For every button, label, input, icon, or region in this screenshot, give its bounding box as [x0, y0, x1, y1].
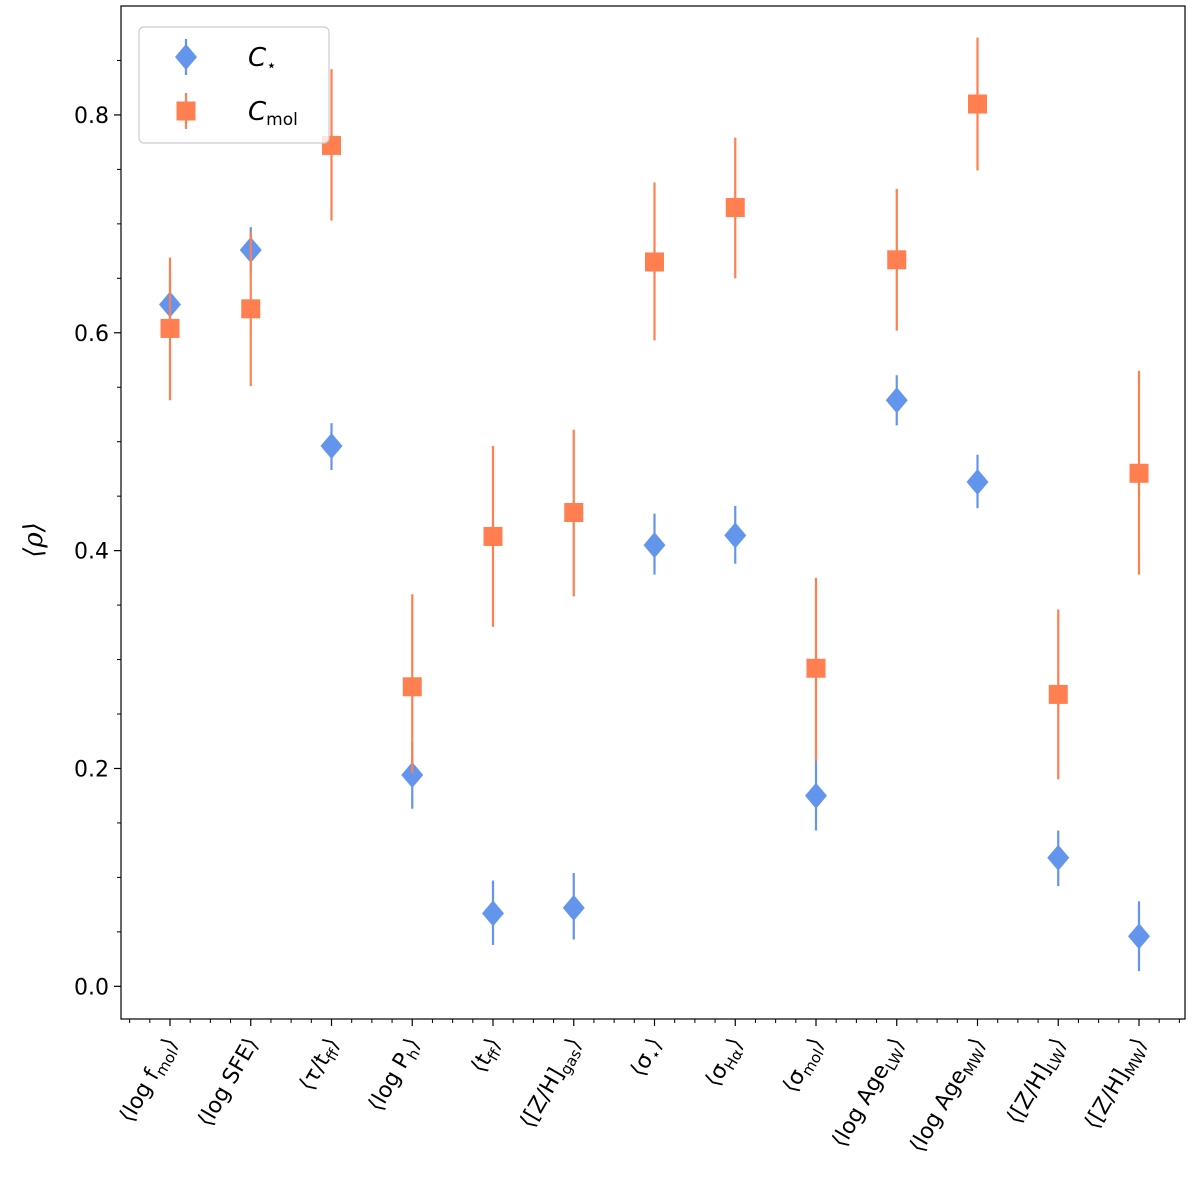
data-point-diamond [966, 469, 989, 496]
data-point-diamond [805, 782, 827, 809]
legend-label-base: C [248, 97, 267, 127]
series-layer [159, 37, 1150, 972]
data-point-square [564, 503, 584, 522]
data-point-square [968, 94, 987, 114]
data-point-diamond [1047, 844, 1070, 871]
x-tick-label: ⟨[Z/H]MW⟩ [1080, 1034, 1155, 1136]
y-tick-label: 0.0 [74, 975, 109, 1000]
legend-label-sub: ⋆ [266, 56, 277, 76]
y-tick-label: 0.6 [74, 322, 109, 347]
data-point-square [402, 677, 422, 697]
legend-label-sub: mol [266, 110, 298, 130]
y-tick-label: 0.8 [74, 104, 109, 129]
data-point-square [1129, 463, 1149, 483]
data-point-diamond [885, 387, 908, 414]
x-tick-label: ⟨σmol⟩ [778, 1034, 832, 1099]
legend-box [138, 26, 330, 144]
x-tick-label-base: ⟨log P [364, 1049, 417, 1116]
x-tick-label: ⟨[Z/H]LW⟩ [1002, 1034, 1074, 1130]
data-point-diamond [401, 762, 424, 789]
x-axis: ⟨log fmol⟩ ⟨log SFE⟩ ⟨τ/tff⟩⟨log Ph⟩⟨tff⟩⟨… [115, 1019, 1180, 1159]
x-tick-label: ⟨log Ph⟩ [364, 1034, 428, 1118]
legend-marker-diamond [175, 44, 197, 70]
y-tick-label: 0.4 [74, 540, 109, 565]
x-tick-label: ⟨log AgeLW⟩ [827, 1034, 912, 1154]
x-tick-label-base: ⟨[Z/H] [1080, 1065, 1134, 1134]
x-tick-label-base: ⟨log Age [827, 1060, 894, 1152]
data-point-square [725, 198, 745, 218]
legend-label: C⋆ [248, 43, 277, 76]
data-point-square [645, 252, 664, 272]
legend: C⋆Cmol [138, 26, 330, 144]
data-point-diamond [1128, 923, 1150, 950]
x-tick-label-base: ⟨log Age [905, 1065, 972, 1157]
x-tick-label-base: ⟨[Z/H] [1002, 1060, 1056, 1129]
data-point-diamond [724, 522, 747, 549]
x-tick-label: ⟨log SFE⟩ [193, 1034, 264, 1132]
data-point-square [160, 318, 180, 338]
data-point-square [241, 299, 261, 319]
legend-label: Cmol [248, 97, 298, 130]
y-axis-label: ⟨ρ⟩ [19, 522, 49, 558]
legend-marker-square [176, 101, 196, 121]
data-point-diamond [482, 900, 504, 927]
legend-label-base: C [248, 43, 267, 73]
y-tick-label: 0.2 [74, 757, 109, 782]
plot-frame [120, 5, 1186, 1020]
data-point-square [1048, 684, 1068, 704]
x-tick-label: ⟨tff⟩ [466, 1034, 508, 1079]
x-tick-label: ⟨σ⋆⟩ [626, 1034, 671, 1083]
x-tick-label-base: ⟨log SFE⟩ [193, 1034, 264, 1132]
data-point-diamond [562, 894, 585, 921]
x-tick-label: ⟨σHα⟩ [701, 1034, 751, 1093]
data-point-diamond [643, 532, 666, 559]
y-axis: 0.0 0.2 0.4 0.6 0.8 [74, 59, 121, 1000]
data-point-diamond [320, 433, 343, 460]
x-tick-label: ⟨[Z/H]gas⟩ [515, 1034, 589, 1135]
x-tick-label: ⟨log fmol⟩ [115, 1034, 186, 1129]
data-point-square [483, 526, 503, 546]
series-c-mol [160, 37, 1149, 780]
x-tick-label-base: ⟨[Z/H] [515, 1064, 569, 1133]
data-point-square [806, 658, 826, 678]
x-tick-label: ⟨τ/tff⟩ [295, 1034, 348, 1097]
x-tick-label: ⟨log AgeMW⟩ [905, 1034, 993, 1159]
data-point-square [887, 250, 907, 270]
